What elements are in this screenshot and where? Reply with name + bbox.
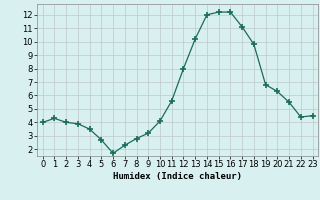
X-axis label: Humidex (Indice chaleur): Humidex (Indice chaleur): [113, 172, 242, 181]
